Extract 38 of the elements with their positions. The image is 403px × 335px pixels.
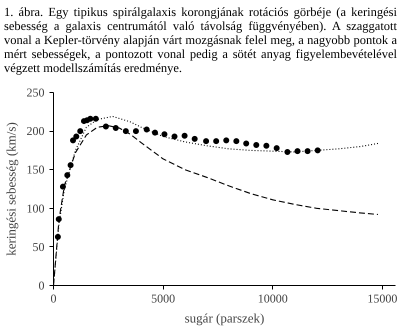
x-axis-title: sugár (parszek) [184,310,264,326]
point [243,140,250,146]
point [70,137,76,144]
point [92,116,99,122]
point [223,137,230,144]
point [233,138,240,144]
x-tick-label: 0 [50,292,56,306]
chart-title: 1. ábra. Egy tipikus spirálgalaxis korongjának rotációs görbéje (a keringési sebesség a galaxis centrumától való távolság függvényében). A szaggatott vonal a Kepler-törvény alapján várt mozgásnak felel meg, a nagyobb pontok a mért sebességek, a pontozott vonal pedig a sötét anyag figyelembevételével végzett modellszámítás eredménye. [4,5,397,75]
point [73,134,80,140]
point [132,128,139,134]
y-tick-label: 150 [26,162,44,177]
point [182,132,188,139]
y-tick-label: 0 [38,278,44,292]
point [304,148,311,154]
point [192,136,198,142]
x-tick-label: 15000 [367,292,398,306]
point [253,142,260,148]
x-tick-label: 10000 [258,292,288,306]
point [314,147,321,154]
point [284,148,290,155]
point [77,128,84,134]
point [144,126,150,133]
y-axis-title: keringési sebesség (km/s) [4,122,18,256]
point [172,134,178,140]
point [294,148,301,154]
y-tick-label: 200 [26,124,44,138]
point [152,130,158,136]
point [161,131,168,138]
point [263,142,270,149]
point [102,123,109,130]
x-tick-label: 5000 [151,292,176,306]
point [274,145,280,152]
y-tick-label: 100 [26,201,44,216]
y-tick-label: 50 [32,240,44,254]
point [203,138,210,144]
point [87,116,94,122]
y-tick-label: 250 [26,86,44,100]
point [213,138,220,144]
